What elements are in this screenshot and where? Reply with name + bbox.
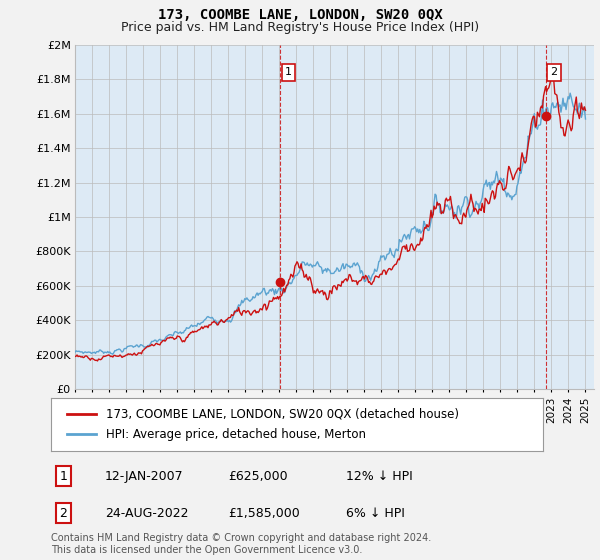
Text: £1,585,000: £1,585,000 bbox=[228, 507, 300, 520]
Text: 12% ↓ HPI: 12% ↓ HPI bbox=[346, 469, 413, 483]
Text: 173, COOMBE LANE, LONDON, SW20 0QX: 173, COOMBE LANE, LONDON, SW20 0QX bbox=[158, 8, 442, 22]
Text: 1: 1 bbox=[285, 67, 292, 77]
Text: 1: 1 bbox=[59, 469, 67, 483]
Text: 24-AUG-2022: 24-AUG-2022 bbox=[105, 507, 188, 520]
Text: Contains HM Land Registry data © Crown copyright and database right 2024.
This d: Contains HM Land Registry data © Crown c… bbox=[51, 533, 431, 555]
Text: 2: 2 bbox=[550, 67, 557, 77]
Legend: 173, COOMBE LANE, LONDON, SW20 0QX (detached house), HPI: Average price, detache: 173, COOMBE LANE, LONDON, SW20 0QX (deta… bbox=[62, 403, 463, 445]
Text: 12-JAN-2007: 12-JAN-2007 bbox=[105, 469, 184, 483]
Text: Price paid vs. HM Land Registry's House Price Index (HPI): Price paid vs. HM Land Registry's House … bbox=[121, 21, 479, 34]
Text: 2: 2 bbox=[59, 507, 67, 520]
Text: 6% ↓ HPI: 6% ↓ HPI bbox=[346, 507, 405, 520]
Text: £625,000: £625,000 bbox=[228, 469, 288, 483]
